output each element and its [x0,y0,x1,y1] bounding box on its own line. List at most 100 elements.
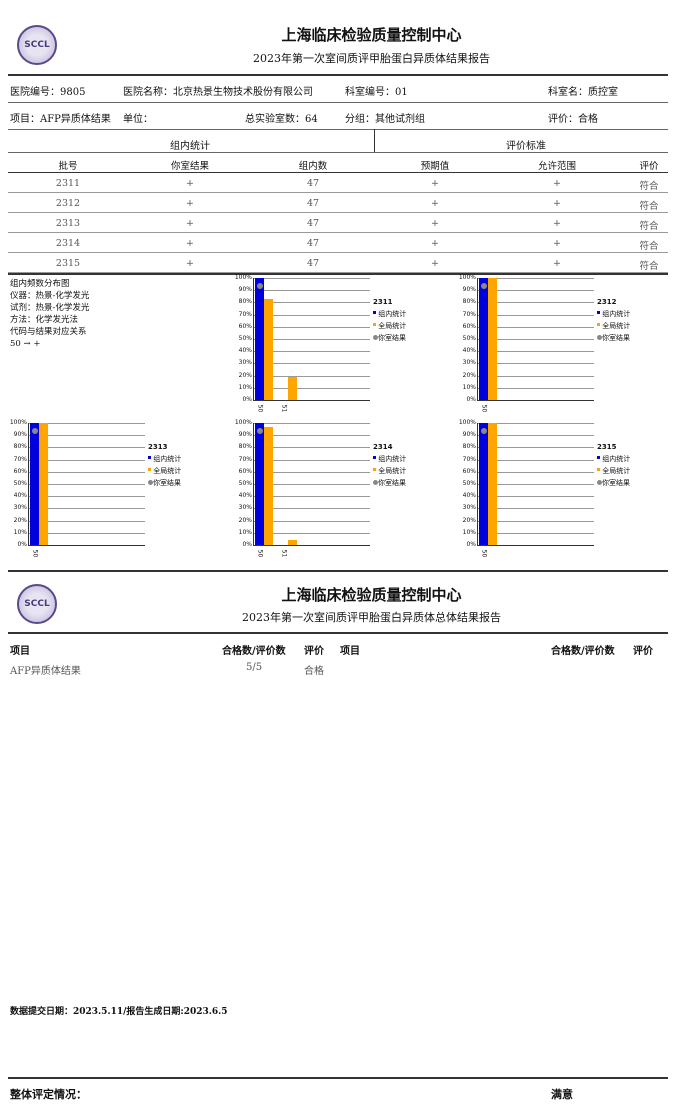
summary-evaluation: 合格 [304,666,324,677]
y-axis [477,278,478,400]
bar-global-51 [288,376,297,400]
legend-label: 你室结果 [378,479,406,487]
y-tick-label: 20% [238,516,252,524]
gridline [253,339,370,340]
bar-group-50 [30,423,39,545]
chart-title: 2312 [597,298,617,306]
gridline [477,520,594,522]
legend: 2312 组内统计 全局统计 你室结果 [597,296,630,344]
table-cell: + [431,178,439,189]
divider [8,102,668,103]
y-tick-label: 40% [462,347,476,355]
table-row: 2315 +47 + + 符合 [8,253,668,273]
overall-value: 满意 [551,1088,573,1101]
legend-swatch-icon [148,456,151,459]
your-result-marker [481,283,487,289]
legend-swatch-icon [373,311,376,314]
gridline [28,423,145,424]
table-cell: + [431,218,439,229]
divider [8,129,668,130]
gridline [477,532,594,534]
gridline [477,471,594,473]
gridline [477,423,594,424]
bar-global-50 [488,278,497,400]
gridline [28,471,145,473]
y-tick-label: 70% [462,455,476,463]
col-header: 合格数/评价数 [222,646,286,657]
table-cell: + [186,198,194,209]
legend-label: 组内统计 [378,455,407,463]
col-header: 组内数 [298,161,328,172]
legend-item: 你室结果 [597,332,630,344]
y-tick-label: 40% [462,492,476,500]
gridline [28,545,145,546]
note: 方法：化学发光法 [10,315,79,325]
y-tick-label: 10% [238,383,252,391]
y-axis [28,423,29,545]
gridline [28,459,145,461]
bar-group-50 [255,278,264,400]
y-tick-label: 10% [238,528,252,536]
table-cell: 2312 [55,198,81,209]
legend-swatch-icon [373,468,376,471]
chart-title: 2311 [373,298,393,306]
legend-label: 组内统计 [602,310,631,318]
gridline [28,508,145,510]
legend-label: 全局统计 [153,467,182,475]
col-header: 预期值 [420,161,450,172]
legend-dot-icon [373,335,378,340]
y-tick-label: 100% [234,274,252,281]
col-header: 项目 [340,646,360,657]
legend-dot-icon [597,335,602,340]
gridline [253,484,370,485]
legend-item: 组内统计 [373,308,406,320]
gridline [477,314,594,316]
gridline [253,290,370,292]
legend-item: 组内统计 [148,453,181,465]
legend-swatch-icon [373,323,376,326]
legend-label: 你室结果 [602,479,630,487]
gridline [253,471,370,473]
group-stats-header: 组内统计 [170,141,210,152]
gridline [253,400,370,401]
legend-dot-icon [373,480,378,485]
gridline [253,545,370,546]
y-tick-label: 60% [462,467,476,475]
y-tick-label: 0% [466,541,476,548]
gridline [477,545,594,546]
summary-title: 2023年第一次室间质评甲胎蛋白异质体总体结果报告 [242,611,501,624]
gridline [477,375,594,377]
table-cell: + [431,198,439,209]
legend-label: 你室结果 [378,334,406,342]
legend-item: 组内统计 [597,453,630,465]
gridline [477,290,594,292]
y-tick-label: 50% [238,480,252,487]
gridline [253,314,370,316]
y-tick-label: 80% [13,443,27,451]
y-tick-label: 0% [242,396,252,403]
gridline [477,447,594,449]
y-tick-label: 60% [238,467,252,475]
legend-swatch-icon [148,468,151,471]
legend-label: 组内统计 [602,455,631,463]
y-tick-label: 80% [462,443,476,451]
y-tick-label: 100% [458,419,476,426]
legend-item: 全局统计 [373,320,406,332]
note: 组内频数分布图 [10,279,70,289]
legend-swatch-icon [597,323,600,326]
col-header: 评价 [633,646,653,657]
table-cell: + [553,218,561,229]
chart-2313: 0% 10% 20% 30% 40% 50% 60% 70% 80% 90% 100% 50 2313 … [5,419,205,571]
legend-item: 组内统计 [373,453,406,465]
y-tick-label: 0% [17,541,27,548]
hospital-no: 医院编号：9805 [10,87,86,98]
bar-global-50 [264,298,273,400]
gridline [477,435,594,437]
legend-label: 组内统计 [153,455,182,463]
org-title: 上海临床检验质量控制中心 [281,586,462,604]
gridline [253,447,370,449]
col-header: 项目 [10,646,30,657]
y-tick-label: 50% [462,480,476,487]
project: 项目：AFP异质体结果 [10,114,111,125]
y-tick-label: 10% [13,528,27,536]
